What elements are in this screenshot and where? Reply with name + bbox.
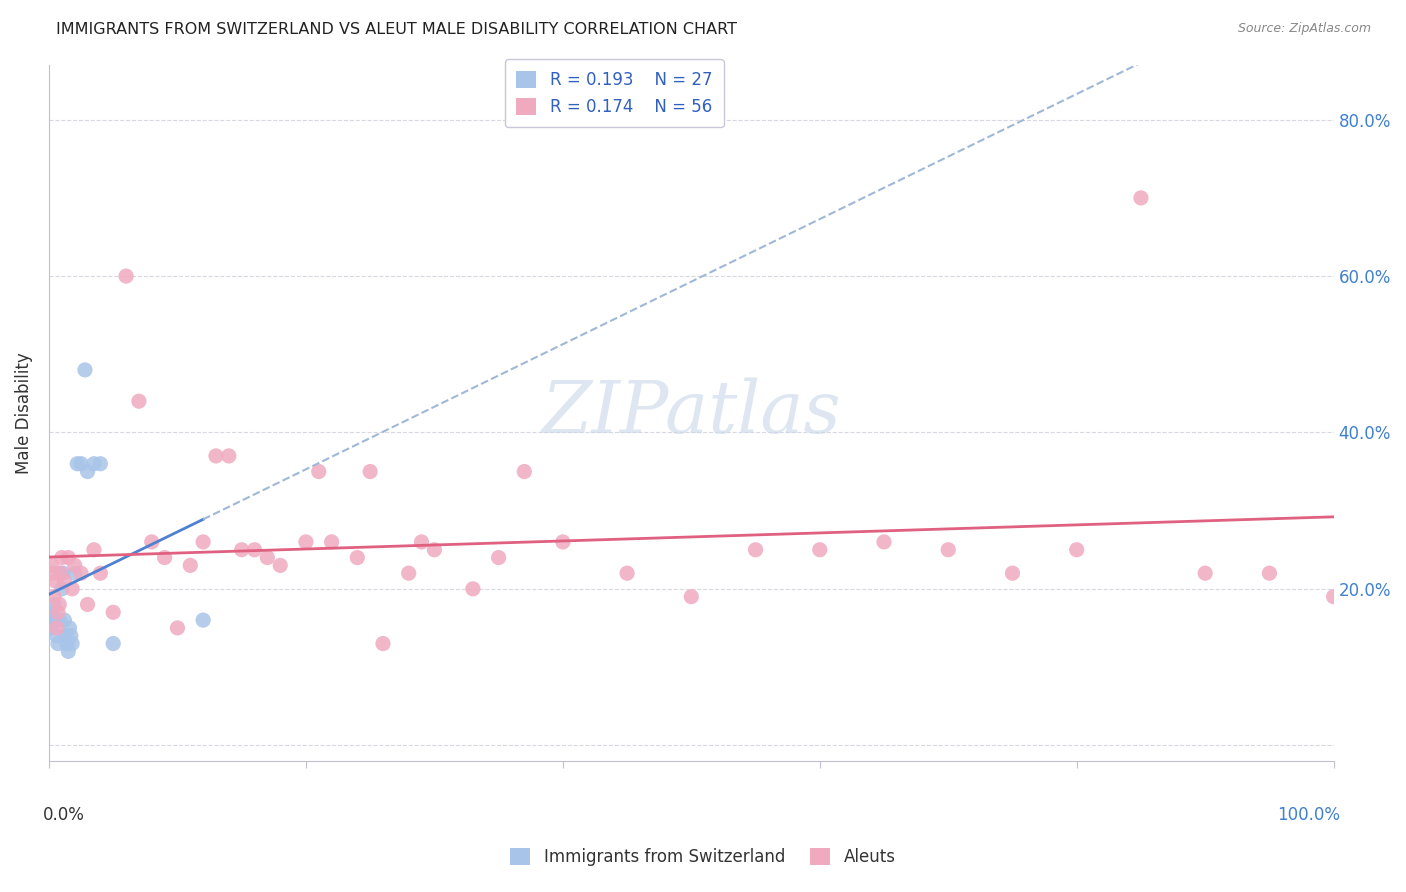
- Point: [513, 465, 536, 479]
- Point: [808, 542, 831, 557]
- Point: [55, 629, 77, 643]
- Point: [51, 582, 73, 596]
- Point: [488, 550, 510, 565]
- Point: [56, 636, 79, 650]
- Point: [256, 550, 278, 565]
- Point: [60, 636, 83, 650]
- Point: [48, 613, 70, 627]
- Point: [83, 457, 105, 471]
- Y-axis label: Male Disability: Male Disability: [15, 352, 32, 474]
- Point: [44, 613, 66, 627]
- Point: [295, 535, 318, 549]
- Point: [41, 558, 63, 573]
- Point: [58, 644, 80, 658]
- Point: [60, 582, 83, 596]
- Point: [42, 613, 65, 627]
- Point: [269, 558, 291, 573]
- Text: 0.0%: 0.0%: [42, 806, 84, 824]
- Point: [218, 449, 240, 463]
- Point: [936, 542, 959, 557]
- Point: [63, 558, 86, 573]
- Point: [49, 566, 72, 581]
- Point: [1258, 566, 1281, 581]
- Text: IMMIGRANTS FROM SWITZERLAND VS ALEUT MALE DISABILITY CORRELATION CHART: IMMIGRANTS FROM SWITZERLAND VS ALEUT MAL…: [56, 22, 737, 37]
- Point: [51, 550, 73, 565]
- Point: [45, 629, 67, 643]
- Point: [461, 582, 484, 596]
- Point: [1001, 566, 1024, 581]
- Point: [153, 550, 176, 565]
- Text: 100.0%: 100.0%: [1277, 806, 1340, 824]
- Point: [423, 542, 446, 557]
- Point: [115, 269, 138, 284]
- Point: [44, 574, 66, 588]
- Point: [191, 535, 214, 549]
- Point: [89, 457, 111, 471]
- Point: [70, 566, 93, 581]
- Point: [58, 621, 80, 635]
- Point: [70, 457, 93, 471]
- Point: [308, 465, 330, 479]
- Point: [616, 566, 638, 581]
- Point: [231, 542, 253, 557]
- Legend: Immigrants from Switzerland, Aleuts: Immigrants from Switzerland, Aleuts: [502, 840, 904, 875]
- Point: [141, 535, 163, 549]
- Point: [1129, 191, 1152, 205]
- Point: [411, 535, 433, 549]
- Point: [1066, 542, 1088, 557]
- Point: [45, 621, 67, 635]
- Point: [76, 465, 98, 479]
- Point: [83, 542, 105, 557]
- Point: [166, 621, 188, 635]
- Point: [52, 566, 75, 581]
- Point: [46, 636, 69, 650]
- Point: [42, 590, 65, 604]
- Point: [42, 598, 65, 612]
- Point: [53, 613, 76, 627]
- Point: [49, 566, 72, 581]
- Point: [48, 598, 70, 612]
- Point: [59, 629, 82, 643]
- Point: [191, 613, 214, 627]
- Point: [46, 605, 69, 619]
- Point: [873, 535, 896, 549]
- Point: [76, 598, 98, 612]
- Point: [73, 363, 96, 377]
- Point: [551, 535, 574, 549]
- Point: [398, 566, 420, 581]
- Point: [42, 566, 65, 581]
- Point: [1323, 590, 1346, 604]
- Point: [205, 449, 228, 463]
- Point: [66, 457, 89, 471]
- Text: Source: ZipAtlas.com: Source: ZipAtlas.com: [1237, 22, 1371, 36]
- Point: [41, 605, 63, 619]
- Text: ZIPatlas: ZIPatlas: [541, 377, 841, 448]
- Point: [63, 566, 86, 581]
- Point: [179, 558, 201, 573]
- Point: [53, 574, 76, 588]
- Point: [103, 605, 125, 619]
- Point: [103, 636, 125, 650]
- Point: [371, 636, 394, 650]
- Legend: R = 0.193    N = 27, R = 0.174    N = 56: R = 0.193 N = 27, R = 0.174 N = 56: [505, 60, 724, 128]
- Point: [128, 394, 150, 409]
- Point: [89, 566, 111, 581]
- Point: [681, 590, 703, 604]
- Point: [39, 621, 62, 635]
- Point: [58, 550, 80, 565]
- Point: [321, 535, 343, 549]
- Point: [359, 465, 381, 479]
- Point: [346, 550, 368, 565]
- Point: [744, 542, 766, 557]
- Point: [1194, 566, 1216, 581]
- Point: [243, 542, 266, 557]
